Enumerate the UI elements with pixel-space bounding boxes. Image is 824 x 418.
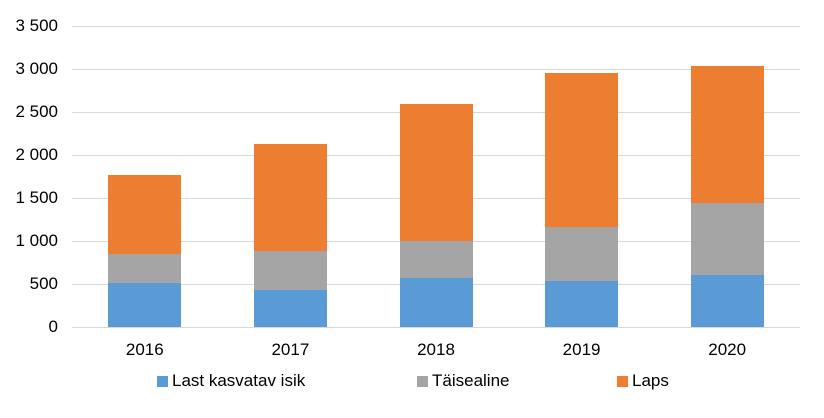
bar-segment — [108, 253, 182, 284]
legend-swatch-icon — [157, 375, 168, 387]
bar-segment — [399, 240, 473, 278]
legend-label: Laps — [632, 371, 669, 390]
gridline — [72, 69, 800, 70]
bar-segment — [545, 226, 619, 282]
y-tick-label: 3 500 — [15, 16, 58, 35]
bar-segment — [108, 283, 182, 327]
bar-segment — [399, 103, 473, 241]
bar-segment — [253, 290, 327, 327]
legend-item: Laps — [617, 371, 669, 391]
x-tick-label: 2018 — [417, 340, 455, 359]
legend-item: Last kasvatav isik — [157, 371, 305, 391]
y-tick-label: 1 000 — [15, 231, 58, 250]
y-tick-label: 0 — [48, 317, 58, 336]
bar-segment — [690, 66, 764, 203]
bar-segment — [253, 143, 327, 252]
y-tick-label: 2 500 — [15, 102, 58, 121]
x-tick-label: 2019 — [562, 340, 601, 359]
bar-segment — [108, 175, 182, 254]
bar-segment — [690, 202, 764, 275]
gridline — [72, 26, 800, 27]
legend-swatch-icon — [617, 375, 628, 387]
y-tick-label: 1 500 — [15, 188, 58, 207]
x-tick-label: 2016 — [125, 340, 164, 359]
x-tick-label: 2017 — [271, 340, 310, 359]
x-tick-label: 2020 — [708, 340, 747, 359]
legend-swatch-icon — [417, 375, 428, 387]
bar-segment — [253, 251, 327, 291]
legend-item: Täisealine — [417, 371, 510, 391]
y-tick-label: 500 — [29, 274, 58, 293]
y-tick-label: 2 000 — [15, 145, 58, 164]
bar-segment — [399, 277, 473, 327]
bar-segment — [690, 274, 764, 327]
gridline — [72, 327, 800, 328]
y-tick-label: 3 000 — [15, 59, 58, 78]
legend-label: Last kasvatav isik — [172, 371, 306, 390]
bar-segment — [545, 73, 619, 227]
bar-segment — [545, 281, 619, 327]
legend-label: Täisealine — [432, 371, 510, 390]
